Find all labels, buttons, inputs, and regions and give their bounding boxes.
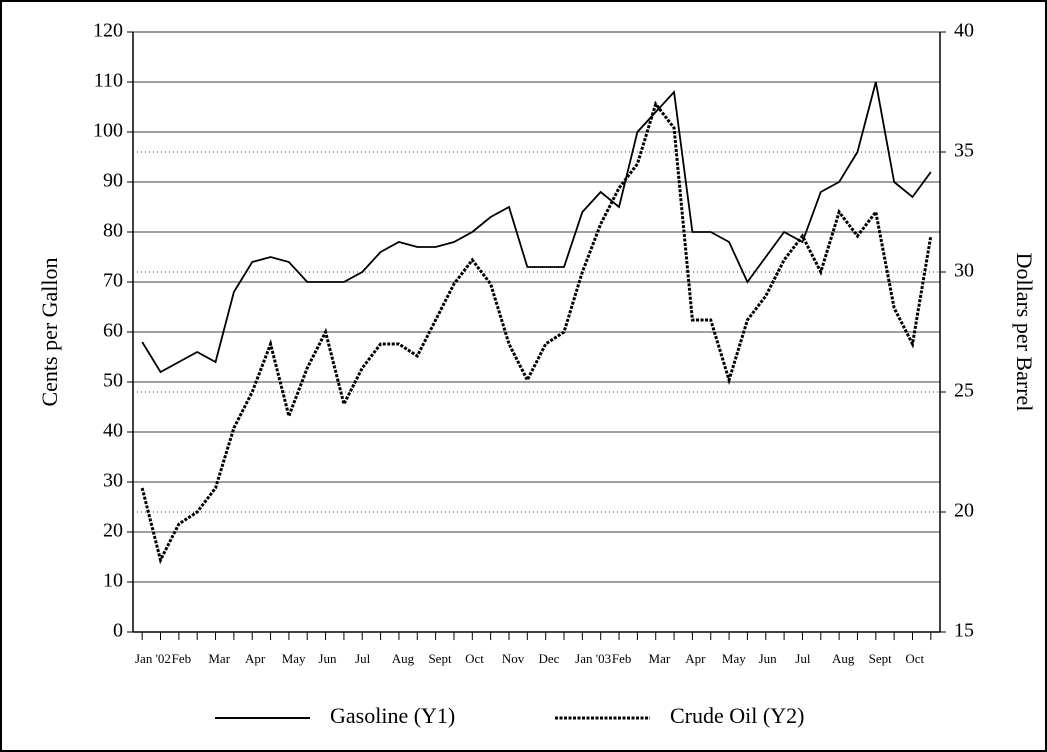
y-tick-label: 90 [103,170,123,192]
x-tick-label: Jan '02 [135,651,171,666]
y-tick-label: 120 [93,20,123,42]
y-tick-label: 20 [103,520,123,542]
x-tick-label: Apr [245,651,266,666]
series-line [140,100,933,565]
y-tick-label: 70 [103,270,123,292]
x-tick-label: May [722,651,746,666]
legend-label: Crude Oil (Y2) [670,703,804,728]
x-tick-label: Jun [318,651,337,666]
y-tick-label: 100 [93,120,123,142]
y2-tick-label: 35 [954,140,974,162]
y-tick-label: 40 [103,420,123,442]
x-tick-label: Aug [392,651,415,666]
x-tick-label: May [282,651,306,666]
y-tick-label: 80 [103,220,123,242]
x-tick-label: Jul [795,651,811,666]
x-tick-label: Feb [612,651,632,666]
y-tick-label: 30 [103,470,123,492]
x-tick-label: Jan '03 [575,651,611,666]
x-tick-label: Nov [502,651,525,666]
y2-axis-title: Dollars per Barrel [1012,253,1037,412]
x-tick-label: Jul [355,651,371,666]
y2-tick-label: 15 [954,620,974,642]
y-tick-label: 60 [103,320,123,342]
x-tick-label: Sept [869,651,893,666]
x-tick-label: Jun [759,651,778,666]
x-tick-label: Dec [539,651,560,666]
y-tick-label: 50 [103,370,123,392]
y-tick-label: 110 [94,70,123,92]
y-tick-label: 10 [103,570,123,592]
x-tick-label: Oct [905,651,924,666]
x-tick-label: Apr [685,651,706,666]
y-axis-title: Cents per Gallon [37,257,62,406]
y2-tick-label: 25 [954,380,974,402]
x-tick-label: Mar [649,651,671,666]
x-tick-label: Sept [428,651,452,666]
legend-label: Gasoline (Y1) [330,703,455,728]
x-tick-label: Mar [208,651,230,666]
x-tick-label: Feb [172,651,192,666]
y2-tick-label: 20 [954,500,974,522]
y2-tick-label: 40 [954,20,974,42]
x-tick-label: Aug [832,651,855,666]
y-tick-label: 0 [113,620,123,642]
y2-tick-label: 30 [954,260,974,282]
x-tick-label: Oct [465,651,484,666]
